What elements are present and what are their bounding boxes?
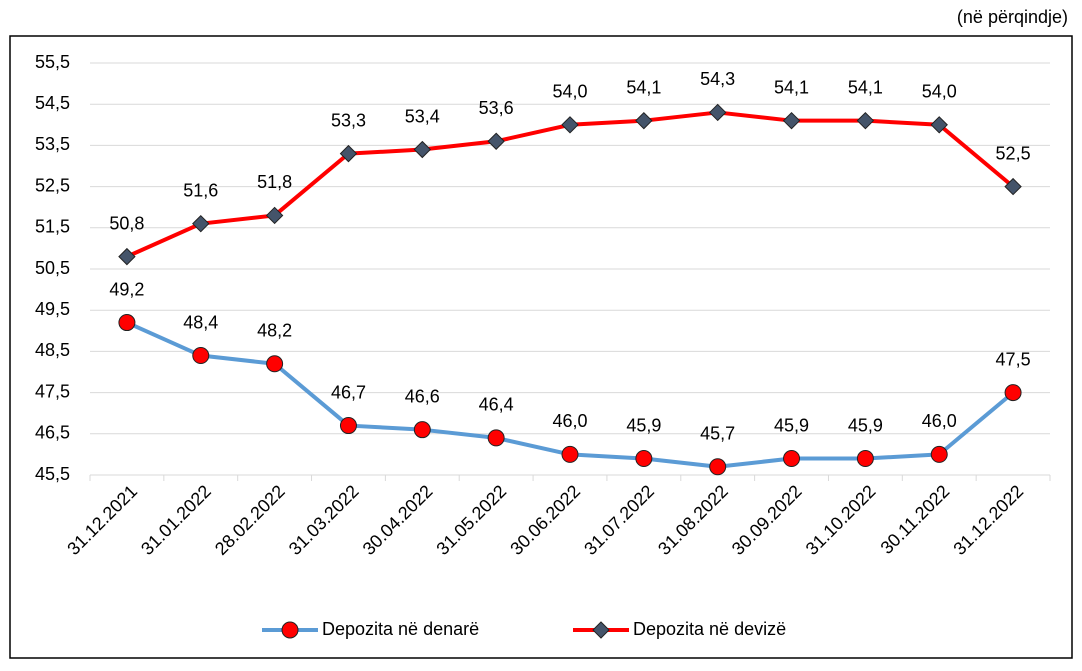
y-tick-label: 45,5 — [35, 464, 70, 484]
point — [339, 417, 357, 435]
point — [118, 314, 136, 332]
point — [708, 103, 727, 122]
point — [561, 445, 579, 463]
point — [118, 247, 136, 266]
data-label: 54,0 — [552, 82, 587, 102]
data-label: 54,1 — [626, 77, 661, 97]
point — [192, 214, 210, 233]
legend-marker — [281, 621, 299, 639]
point — [1004, 177, 1022, 196]
data-label: 46,0 — [552, 411, 587, 431]
data-label: 49,2 — [109, 279, 144, 299]
data-label: 50,8 — [109, 213, 144, 233]
data-label: 54,3 — [700, 69, 735, 89]
data-label: 46,0 — [922, 411, 957, 431]
y-tick-label: 51,5 — [35, 217, 70, 237]
data-label: 46,6 — [405, 386, 440, 406]
point — [930, 445, 948, 463]
point — [339, 144, 358, 163]
point — [487, 132, 505, 150]
y-tick-label: 53,5 — [35, 134, 70, 154]
data-label: 45,7 — [700, 424, 735, 444]
unit-label: (në përqindje) — [957, 7, 1068, 27]
data-label: 54,1 — [848, 77, 883, 97]
data-label: 48,2 — [257, 321, 292, 341]
chart-frame — [9, 35, 1073, 659]
y-tick-label: 52,5 — [35, 175, 70, 195]
data-label: 54,0 — [922, 82, 957, 102]
point — [413, 421, 431, 439]
point — [635, 450, 653, 468]
data-label: 45,9 — [848, 415, 883, 435]
point — [782, 111, 801, 130]
legend-marker — [592, 621, 610, 639]
point — [1004, 384, 1022, 402]
data-label: 46,7 — [331, 382, 366, 402]
data-label: 52,5 — [996, 143, 1031, 163]
point — [413, 140, 432, 159]
point — [561, 116, 579, 134]
data-label: 53,6 — [479, 98, 514, 118]
data-label: 46,4 — [479, 395, 514, 415]
data-label: 47,5 — [996, 349, 1031, 369]
y-tick-label: 55,5 — [35, 52, 70, 72]
y-tick-label: 48,5 — [35, 340, 70, 360]
point — [265, 206, 284, 225]
data-label: 54,1 — [774, 77, 809, 97]
legend-label: Depozita në devizë — [633, 619, 786, 639]
point — [783, 450, 801, 468]
data-label: 53,3 — [331, 110, 366, 130]
point — [930, 116, 948, 134]
data-label: 45,9 — [774, 415, 809, 435]
point — [709, 458, 727, 476]
point — [192, 347, 210, 365]
y-tick-label: 54,5 — [35, 93, 70, 113]
legend-label: Depozita në denarë — [322, 619, 479, 639]
point — [635, 111, 653, 130]
point — [266, 355, 284, 373]
data-label: 51,6 — [183, 180, 218, 200]
data-label: 51,8 — [257, 172, 292, 192]
y-tick-label: 46,5 — [35, 423, 70, 443]
point — [856, 450, 874, 468]
data-label: 53,4 — [405, 106, 440, 126]
point — [487, 429, 505, 447]
data-label: 48,4 — [183, 312, 218, 332]
y-tick-label: 47,5 — [35, 381, 70, 401]
data-label: 45,9 — [626, 415, 661, 435]
y-tick-label: 50,5 — [35, 258, 70, 278]
point — [856, 111, 875, 130]
y-tick-label: 49,5 — [35, 299, 70, 319]
